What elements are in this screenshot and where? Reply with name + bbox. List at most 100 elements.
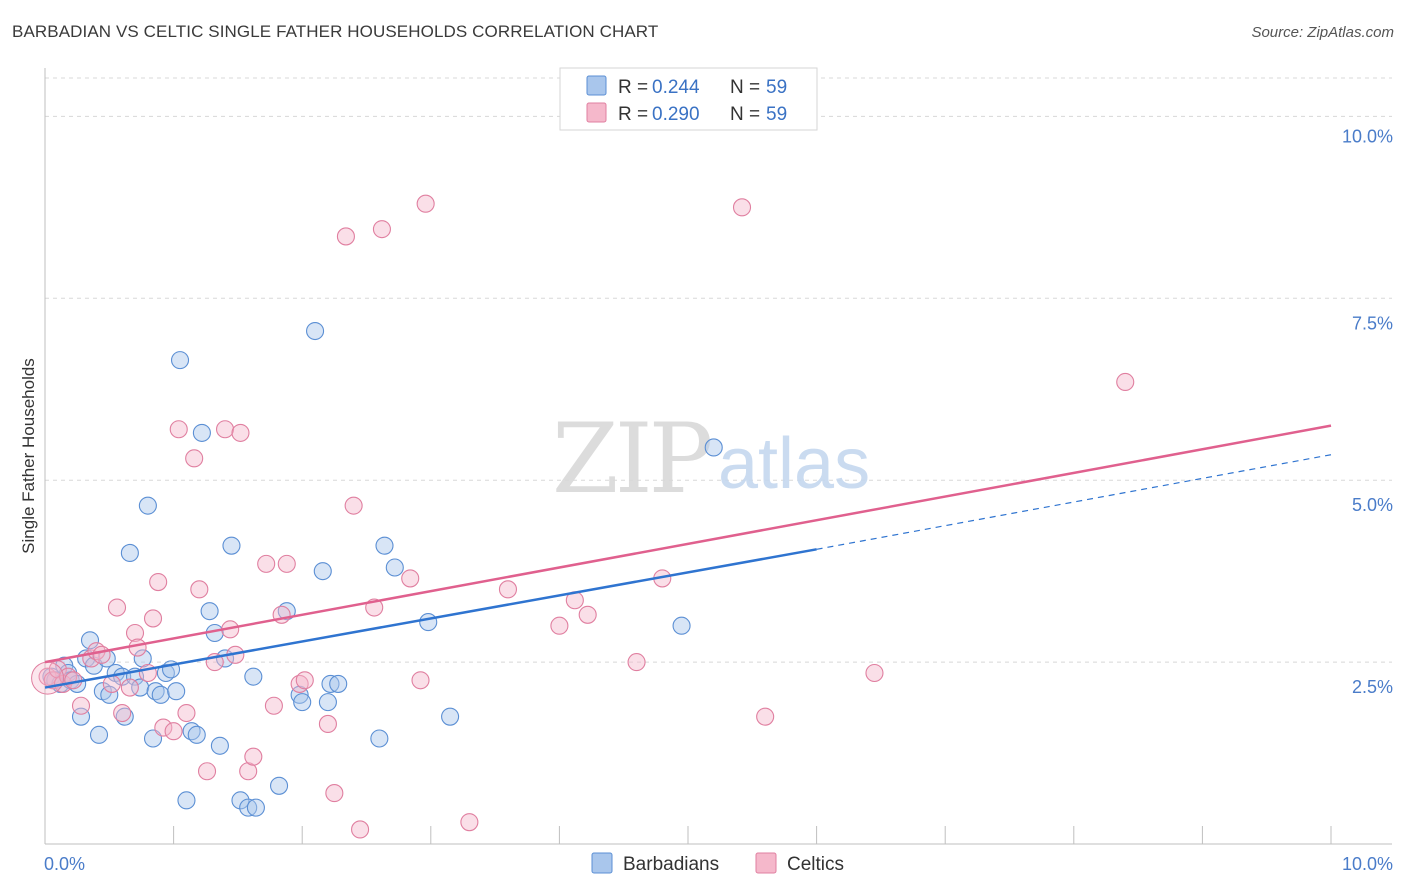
legend-r-value-1: 0.244 bbox=[652, 77, 700, 98]
barbadians-point bbox=[133, 649, 152, 668]
bottom-legend-celtics: Celtics bbox=[787, 854, 844, 875]
barbadians-point bbox=[244, 667, 263, 686]
celtics-point bbox=[344, 496, 363, 515]
legend-swatch-barbadians bbox=[586, 75, 607, 96]
celtics-point bbox=[865, 663, 884, 683]
barbadians-point bbox=[89, 725, 109, 744]
barbadians-point bbox=[313, 562, 332, 581]
celtics-point bbox=[164, 722, 183, 741]
celtics-point bbox=[92, 645, 111, 664]
barbadians-point bbox=[290, 685, 309, 704]
legend-r-label-2: R = bbox=[618, 104, 648, 125]
celtics-point bbox=[264, 696, 283, 715]
legend-n-label-1: N = bbox=[730, 77, 760, 98]
celtics-point bbox=[411, 671, 430, 690]
celtics-point bbox=[185, 449, 204, 468]
barbadians-point bbox=[192, 423, 211, 442]
barbadians-point bbox=[370, 729, 389, 748]
barbadians-point bbox=[231, 791, 250, 810]
bottom-legend-barbadians: Barbadians bbox=[623, 854, 719, 875]
barbadians-point bbox=[80, 631, 100, 650]
celtics-point bbox=[102, 674, 121, 693]
legend-r-value-2: 0.290 bbox=[652, 104, 700, 125]
celtics-trend-line bbox=[44, 424, 1332, 664]
barbadians-point bbox=[441, 707, 460, 726]
y-tick-label: 7.5% bbox=[1352, 313, 1393, 333]
watermark-zip: ZIP bbox=[552, 403, 711, 515]
celtics-point-cluster bbox=[31, 661, 65, 695]
bottom-legend-swatch-barbadians bbox=[591, 852, 613, 874]
barbadians-point bbox=[239, 798, 258, 817]
barbadians-point bbox=[419, 613, 438, 632]
celtics-point bbox=[756, 707, 775, 726]
y-tick-labels: 2.5% 5.0% 7.5% 10.0% bbox=[1342, 126, 1393, 697]
celtics-point bbox=[460, 813, 479, 832]
celtics-point bbox=[154, 718, 173, 737]
celtics-point bbox=[401, 569, 420, 588]
celtics-point bbox=[38, 667, 57, 686]
x-tick-label-max: 10.0% bbox=[1342, 854, 1393, 874]
x-tick-labels: 0.0% 10.0% bbox=[44, 854, 1393, 874]
celtics-point bbox=[498, 580, 518, 599]
barbadians-point bbox=[277, 602, 296, 621]
watermark-atlas: atlas bbox=[718, 424, 870, 504]
bottom-legend: Barbadians Celtics bbox=[591, 852, 844, 875]
celtics-point bbox=[1116, 372, 1135, 392]
barbadians-point bbox=[210, 736, 229, 755]
celtics-point bbox=[627, 653, 646, 672]
barbadians-point bbox=[182, 722, 201, 741]
y-tick-label: 5.0% bbox=[1352, 495, 1393, 515]
celtics-point bbox=[125, 623, 145, 643]
barbadians-point bbox=[246, 798, 265, 817]
barbadians-point bbox=[71, 707, 91, 726]
barbadians-point bbox=[222, 536, 241, 555]
legend-n-label-2: N = bbox=[730, 104, 760, 125]
x-tick-label-min: 0.0% bbox=[44, 854, 85, 874]
celtics-point bbox=[732, 198, 752, 217]
barbadians-point bbox=[177, 791, 196, 810]
celtics-point bbox=[190, 580, 209, 599]
celtics-point bbox=[336, 227, 355, 246]
celtics-point bbox=[244, 747, 263, 766]
celtics-point bbox=[113, 703, 132, 723]
celtics-point bbox=[231, 423, 250, 442]
celtics-point bbox=[239, 762, 258, 781]
celtics-point bbox=[120, 678, 139, 697]
celtics-point bbox=[351, 820, 370, 839]
celtics-point bbox=[128, 638, 147, 657]
barbadians-point bbox=[704, 438, 723, 457]
celtics-point bbox=[325, 784, 344, 803]
celtics-point bbox=[71, 696, 91, 715]
barbadians-point bbox=[318, 693, 337, 712]
chart-title: BARBADIAN VS CELTIC SINGLE FATHER HOUSEH… bbox=[12, 22, 659, 41]
trend-lines bbox=[44, 424, 1332, 689]
y-tick-label: 2.5% bbox=[1352, 677, 1393, 697]
barbadians-point bbox=[321, 674, 340, 693]
barbadians-point bbox=[131, 678, 150, 697]
celtics-point bbox=[215, 420, 235, 439]
celtics-point bbox=[107, 598, 127, 617]
barbadians-points bbox=[42, 321, 723, 817]
barbadians-point bbox=[672, 616, 691, 635]
barbadians-point bbox=[120, 543, 139, 563]
celtics-point bbox=[177, 703, 196, 723]
grid-lines bbox=[45, 77, 1392, 663]
barbadians-point bbox=[146, 682, 165, 701]
barbadians-point bbox=[329, 674, 348, 693]
celtics-point bbox=[149, 573, 168, 592]
legend: R = 0.244 N = 59 R = 0.290 N = 59 bbox=[559, 67, 818, 131]
celtics-point bbox=[550, 616, 569, 635]
barbadians-point bbox=[170, 351, 190, 370]
barbadians-point bbox=[293, 693, 312, 712]
barbadians-point bbox=[270, 776, 289, 795]
celtics-point bbox=[143, 609, 163, 628]
barbadians-point bbox=[100, 685, 119, 704]
watermark: ZIP atlas bbox=[552, 403, 870, 515]
celtics-point bbox=[290, 674, 309, 693]
celtics-point bbox=[318, 714, 337, 733]
celtics-point bbox=[59, 667, 78, 686]
y-axis-label: Single Father Households bbox=[19, 358, 38, 554]
y-tick-label: 10.0% bbox=[1342, 126, 1393, 146]
barbadians-point bbox=[200, 602, 219, 621]
